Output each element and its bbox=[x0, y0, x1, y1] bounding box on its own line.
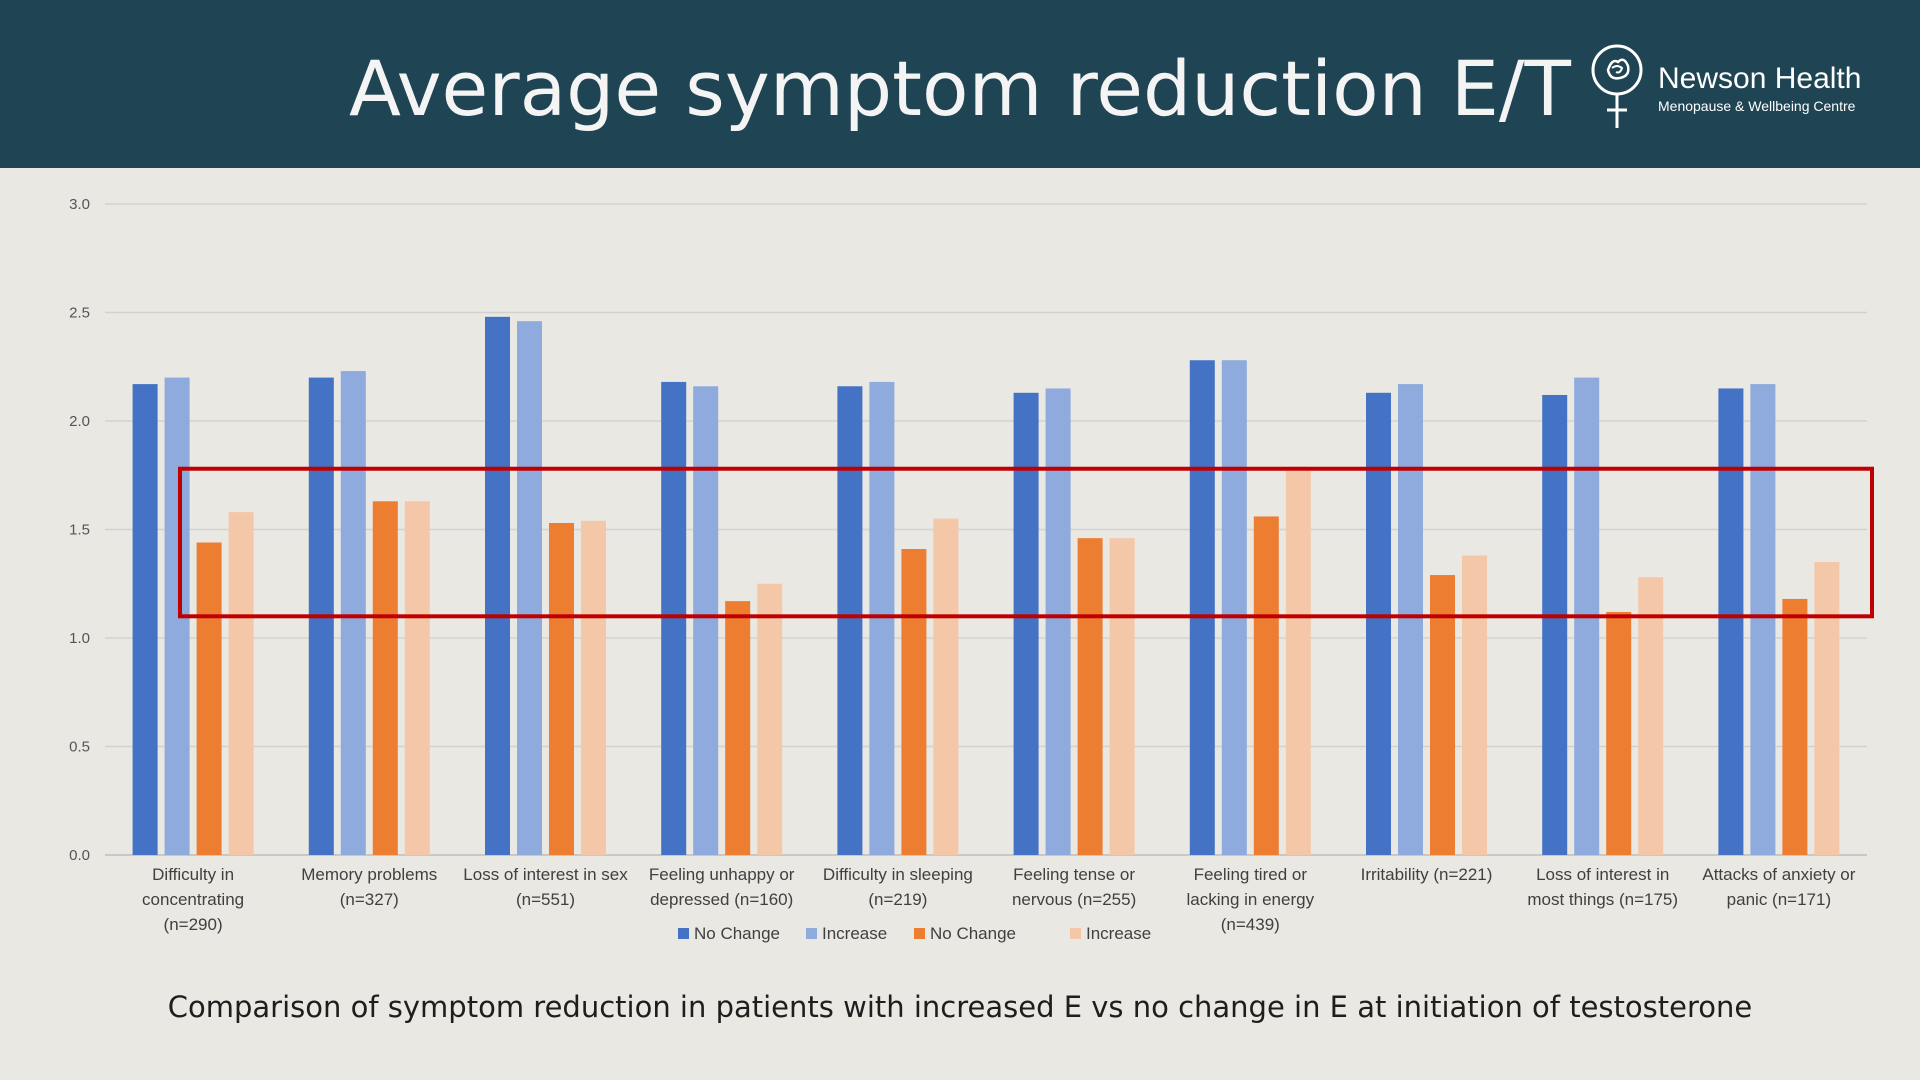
x-tick-label: Difficulty in bbox=[152, 865, 234, 884]
bar bbox=[1189, 360, 1215, 855]
page-title: Average symptom reduction E/T bbox=[349, 44, 1571, 133]
legend-label: No Change bbox=[930, 924, 1016, 943]
bar bbox=[1398, 384, 1423, 855]
bar bbox=[869, 381, 895, 855]
highlight-box bbox=[178, 466, 1874, 619]
bar bbox=[1782, 598, 1808, 855]
bar bbox=[837, 386, 863, 855]
bar bbox=[661, 381, 687, 855]
bar bbox=[1045, 388, 1071, 855]
bar bbox=[1077, 538, 1103, 855]
bar bbox=[1109, 538, 1135, 855]
legend-swatch bbox=[1070, 928, 1081, 939]
bar bbox=[581, 520, 606, 855]
x-tick-label: (n=219) bbox=[868, 890, 927, 909]
bar bbox=[517, 321, 542, 855]
slide-header: Average symptom reduction E/T Newson Hea… bbox=[0, 0, 1920, 168]
bar bbox=[1366, 392, 1391, 855]
bar bbox=[132, 384, 158, 855]
legend-swatch bbox=[678, 928, 689, 939]
y-tick-label: 2.0 bbox=[69, 413, 90, 430]
bar bbox=[901, 549, 927, 855]
x-tick-label: Irritability (n=221) bbox=[1361, 865, 1493, 884]
x-tick-label: Memory problems bbox=[301, 865, 437, 884]
bar bbox=[340, 371, 366, 855]
y-tick-label: 2.5 bbox=[69, 305, 90, 322]
x-tick-label: most things (n=175) bbox=[1527, 890, 1678, 909]
y-tick-label: 0.0 bbox=[69, 847, 90, 864]
x-tick-label: Feeling tense or bbox=[1013, 865, 1135, 884]
x-tick-label: (n=327) bbox=[340, 890, 399, 909]
bar-chart: 0.0 0.5 1.0 1.5 2.0 2.5 3.0 Difficulty in concen… bbox=[69, 196, 1874, 943]
bar bbox=[933, 518, 959, 855]
x-tick-label: Loss of interest in sex bbox=[463, 865, 628, 884]
bar bbox=[1430, 575, 1455, 855]
legend-swatch bbox=[806, 928, 817, 939]
bar bbox=[372, 501, 398, 855]
bar bbox=[1253, 516, 1279, 855]
bar bbox=[1462, 555, 1487, 855]
legend-swatch bbox=[914, 928, 925, 939]
bar bbox=[404, 501, 430, 855]
x-tick-label: Feeling unhappy or bbox=[649, 865, 795, 884]
bar bbox=[1285, 470, 1311, 855]
x-tick-label: (n=439) bbox=[1221, 915, 1280, 934]
bar bbox=[1221, 360, 1247, 855]
x-tick-label: nervous (n=255) bbox=[1012, 890, 1136, 909]
bar bbox=[485, 316, 510, 856]
bar bbox=[1814, 562, 1840, 855]
logo-name: Newson Health bbox=[1658, 62, 1862, 95]
x-tick-label: (n=551) bbox=[516, 890, 575, 909]
bar bbox=[549, 522, 574, 855]
x-tick-label: depressed (n=160) bbox=[650, 890, 793, 909]
x-tick-label: concentrating bbox=[142, 890, 244, 909]
x-tick-label: (n=290) bbox=[164, 915, 223, 934]
bar bbox=[1542, 394, 1568, 855]
legend-label: Increase bbox=[1086, 924, 1151, 943]
legend-label: Increase bbox=[822, 924, 887, 943]
slide-caption: Comparison of symptom reduction in patie… bbox=[167, 990, 1753, 1024]
bar bbox=[1606, 611, 1632, 855]
y-tick-label: 1.0 bbox=[69, 630, 90, 647]
x-tick-label: Loss of interest in bbox=[1536, 865, 1669, 884]
bar bbox=[1750, 384, 1776, 855]
y-tick-label: 3.0 bbox=[69, 196, 90, 213]
x-tick-label: Attacks of anxiety or bbox=[1702, 865, 1855, 884]
bar bbox=[228, 512, 254, 855]
y-tick-label: 1.5 bbox=[69, 522, 90, 539]
rose-logo-icon bbox=[1591, 44, 1643, 128]
legend-label: No Change bbox=[694, 924, 780, 943]
x-tick-label: Feeling tired or bbox=[1194, 865, 1308, 884]
bar bbox=[757, 583, 783, 855]
bar bbox=[693, 386, 719, 855]
bar bbox=[1718, 388, 1744, 855]
x-tick-label: panic (n=171) bbox=[1727, 890, 1831, 909]
bar bbox=[1013, 392, 1039, 855]
logo-subtitle: Menopause & Wellbeing Centre bbox=[1658, 98, 1856, 114]
x-tick-label: Difficulty in sleeping bbox=[823, 865, 973, 884]
y-tick-label: 0.5 bbox=[69, 739, 90, 756]
bar bbox=[1638, 577, 1664, 855]
bar bbox=[196, 542, 222, 855]
bar bbox=[725, 601, 751, 855]
x-tick-label: lacking in energy bbox=[1187, 890, 1315, 909]
newson-health-logo: Newson Health Menopause & Wellbeing Cent… bbox=[1590, 40, 1890, 132]
